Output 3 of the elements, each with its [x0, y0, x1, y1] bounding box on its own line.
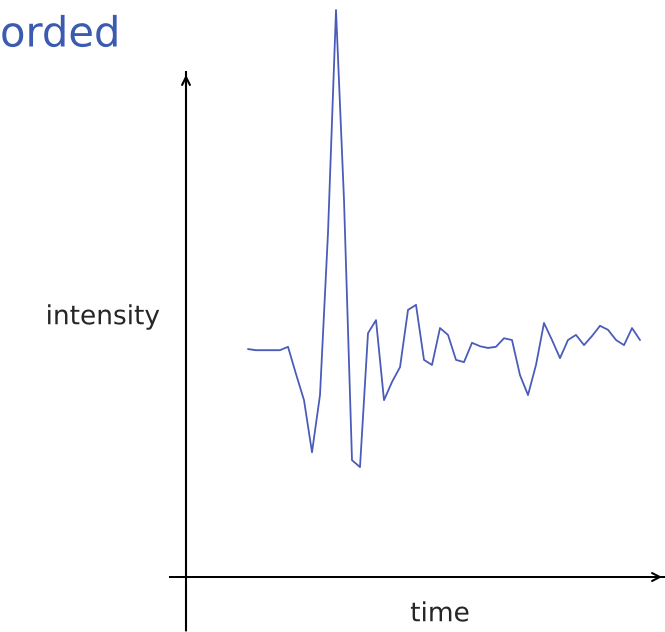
x-axis-title: time: [410, 601, 468, 622]
chart-title: orded: [2, 14, 117, 48]
y-axis-title: intensity: [48, 304, 160, 330]
